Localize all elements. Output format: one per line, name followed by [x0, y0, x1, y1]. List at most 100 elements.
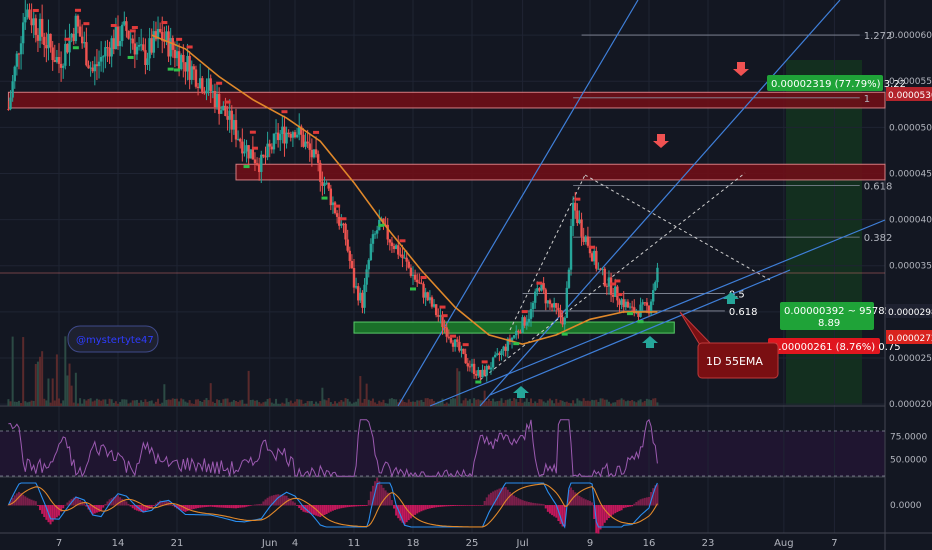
resistance-zone: [235, 163, 886, 181]
macd-histogram-bar: [582, 498, 585, 506]
macd-histogram-bar: [462, 505, 465, 506]
ema-callout[interactable]: 1D 55EMA: [679, 311, 779, 379]
volume-bar: [247, 370, 250, 406]
volume-bar: [152, 403, 155, 406]
macd-histogram-bar: [624, 505, 627, 508]
candle-body: [184, 62, 187, 72]
projection-dashed-mid: [509, 174, 586, 331]
buy-signal-marker: [378, 223, 385, 227]
candle-body: [437, 315, 440, 317]
sell-signal-marker: [481, 360, 488, 364]
macd-histogram-bar: [441, 505, 444, 507]
macd-histogram-bar: [123, 500, 126, 506]
volume-bar: [464, 398, 467, 406]
volume-bar: [110, 399, 113, 406]
candle-body: [346, 239, 349, 251]
volume-bar: [26, 402, 29, 406]
macd-histogram-bar: [369, 491, 372, 506]
volume-bar: [437, 401, 440, 406]
candle-body: [350, 260, 354, 268]
candle-body: [607, 277, 611, 287]
candle-body: [517, 330, 520, 333]
candle-body: [584, 236, 587, 242]
trend-lines[interactable]: [397, 0, 886, 407]
sell-signal-marker: [161, 21, 168, 25]
volume-bar: [165, 399, 168, 406]
macd-histogram-bar: [211, 505, 214, 507]
macd-histogram-bar: [306, 505, 309, 513]
candle-body: [232, 120, 236, 130]
candle-body: [392, 246, 396, 249]
macd-histogram-bar: [169, 503, 172, 506]
position-mid-box[interactable]: 0.00000392 ~ 95785 8.89: [780, 302, 891, 330]
macd-histogram-bar: [266, 497, 269, 506]
trendline-channel-top[interactable]: [479, 0, 841, 407]
macd-histogram-bar: [544, 505, 547, 509]
volume-bar: [296, 399, 299, 406]
candle-body: [89, 67, 92, 69]
candle-body: [413, 274, 417, 280]
candle-body: [158, 28, 162, 33]
volume-bar: [7, 399, 10, 406]
candle-body: [78, 26, 82, 37]
volume-bar: [390, 398, 393, 406]
macd-histogram-bar: [548, 505, 551, 514]
current-badge-bg: [886, 304, 932, 318]
candle-body: [43, 36, 46, 46]
position-target-box[interactable]: 0.00002319 (77.79%) 3.22: [767, 75, 906, 91]
candle-body: [161, 32, 164, 41]
macd-histogram-bar: [323, 505, 326, 515]
trendline-steep[interactable]: [397, 0, 639, 407]
macd-histogram-bar: [329, 505, 332, 512]
macd-histogram-bar: [22, 494, 25, 506]
macd-histogram-bar: [79, 500, 82, 506]
volume-bar: [620, 398, 623, 406]
volume-bar: [530, 398, 532, 406]
fib-label: 1.272: [864, 31, 893, 42]
candle-body: [449, 337, 453, 343]
trendline-support[interactable]: [429, 219, 886, 407]
sell-signal-marker: [340, 217, 347, 221]
macd-histogram-bar: [112, 496, 115, 506]
candle-body: [325, 182, 328, 184]
macd-histogram-bar: [17, 491, 20, 506]
macd-histogram-bar: [456, 505, 459, 506]
macd-histogram-bar: [637, 500, 640, 506]
candle-body: [36, 34, 40, 41]
volume-bar: [595, 399, 598, 406]
volume-bar: [20, 403, 23, 406]
volume-bar: [222, 399, 225, 406]
macd-histogram-bar: [494, 490, 497, 506]
trendline-ascending[interactable]: [489, 269, 791, 396]
candle-body: [91, 67, 94, 72]
volume-bar: [294, 401, 296, 406]
candle-body: [152, 31, 156, 53]
volume-bar: [74, 372, 77, 406]
volume-bar: [112, 402, 115, 406]
candle-body: [641, 302, 644, 305]
price-tick-label: 0.00005000: [889, 123, 932, 133]
macd-histogram-bar: [580, 497, 583, 506]
candles: [7, 0, 659, 382]
candle-body: [652, 290, 655, 302]
volume-bar: [388, 398, 391, 406]
time-axis[interactable]: 7 14 21 Jun 4 11 18 25 Jul 9 16 23 Aug 7: [56, 538, 838, 549]
candle-body: [264, 156, 267, 158]
candle-body: [599, 268, 602, 270]
position-stop-box[interactable]: 0.00000261 (8.76%) 0.75: [768, 338, 901, 354]
macd-histogram-bar: [426, 505, 429, 510]
volume-bar: [477, 399, 480, 406]
volume-bar: [523, 401, 526, 406]
macd-histogram-bar: [424, 505, 427, 510]
volume-bar: [546, 400, 549, 406]
candle-body: [281, 126, 284, 135]
candle-body: [357, 286, 360, 301]
macd-histogram-bar: [656, 484, 659, 506]
macd-histogram-bar: [100, 505, 103, 512]
volume-bar: [93, 400, 96, 406]
volume-bar: [207, 400, 210, 406]
macd-histogram-bar: [201, 505, 204, 508]
candle-body: [496, 353, 499, 355]
candle-body: [123, 21, 126, 25]
